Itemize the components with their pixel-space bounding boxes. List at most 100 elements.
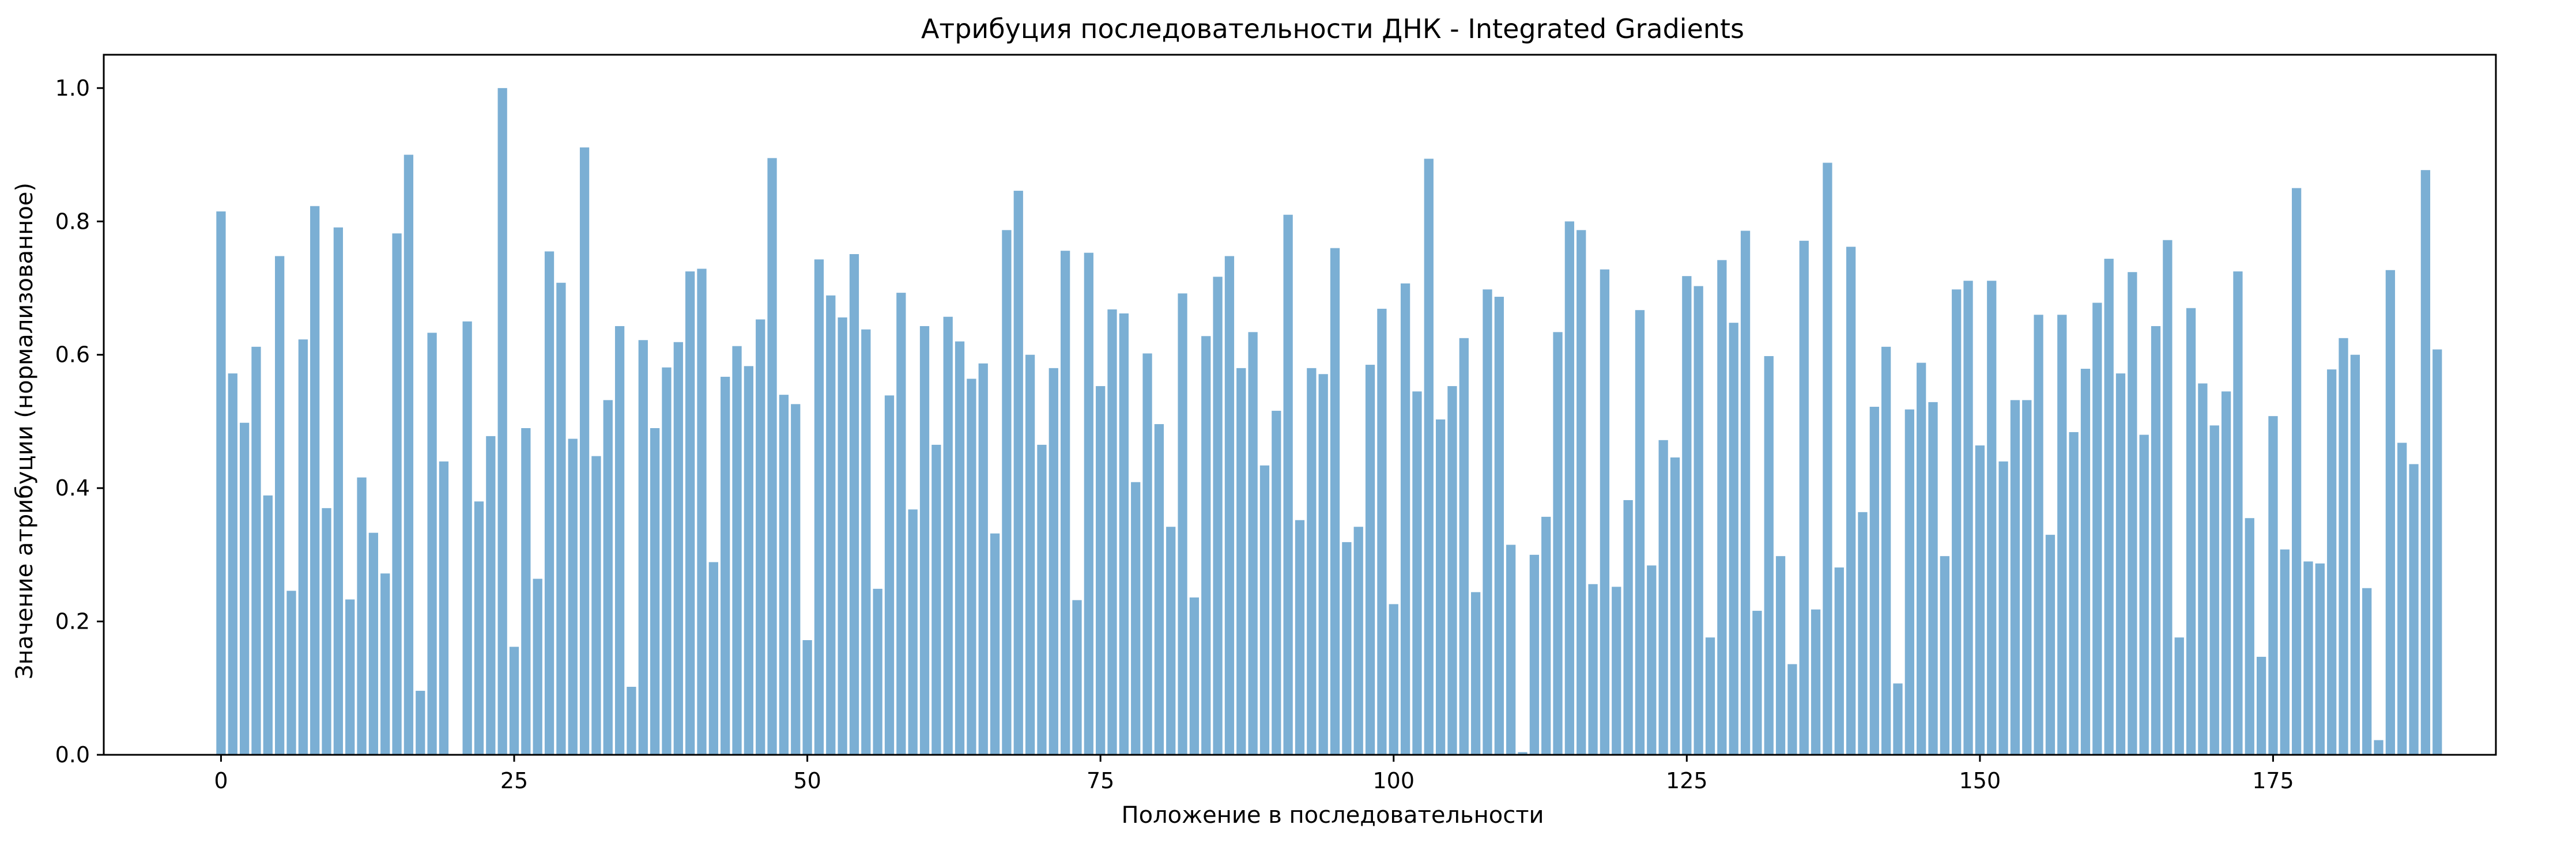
bar bbox=[544, 251, 555, 755]
bar bbox=[1612, 587, 1621, 755]
bar bbox=[884, 395, 895, 755]
bar bbox=[826, 295, 836, 755]
bar bbox=[1400, 283, 1410, 755]
bar bbox=[2292, 188, 2302, 755]
bar bbox=[1670, 457, 1680, 755]
bar bbox=[1717, 260, 1727, 755]
bar bbox=[1799, 240, 1809, 755]
bar bbox=[2350, 354, 2360, 755]
x-tick-label: 125 bbox=[1666, 768, 1708, 793]
bar bbox=[1330, 248, 1340, 755]
bar bbox=[333, 227, 343, 755]
bar bbox=[2139, 434, 2149, 755]
bar bbox=[744, 366, 754, 755]
bar bbox=[1189, 597, 1200, 755]
bar bbox=[638, 340, 648, 755]
bar bbox=[568, 438, 578, 755]
bar bbox=[263, 495, 273, 755]
bar bbox=[1740, 230, 1751, 755]
bar bbox=[591, 456, 601, 755]
bar bbox=[1142, 353, 1152, 755]
bar bbox=[2327, 369, 2337, 755]
bar bbox=[673, 342, 683, 755]
bar bbox=[1963, 281, 1973, 755]
bar bbox=[627, 686, 636, 755]
bar bbox=[2420, 170, 2431, 755]
bar bbox=[392, 233, 402, 755]
x-tick-label: 25 bbox=[500, 768, 528, 793]
bar bbox=[1435, 419, 1446, 755]
bar bbox=[310, 206, 320, 755]
bar bbox=[1998, 461, 2008, 755]
bar bbox=[1353, 527, 1363, 755]
bar bbox=[1529, 554, 1539, 755]
bar bbox=[1037, 444, 1047, 755]
bar bbox=[2092, 302, 2102, 755]
bar bbox=[2280, 549, 2290, 755]
bar bbox=[1588, 584, 1598, 755]
bar bbox=[1787, 664, 1797, 755]
bar bbox=[1705, 637, 1715, 755]
bar bbox=[1213, 277, 1223, 755]
bar bbox=[1811, 609, 1821, 755]
bar bbox=[239, 422, 250, 755]
bar bbox=[1823, 162, 1832, 755]
bar bbox=[251, 346, 261, 755]
bar bbox=[849, 254, 859, 755]
bar bbox=[1647, 565, 1657, 755]
bar bbox=[497, 88, 507, 755]
bar bbox=[1447, 386, 1457, 755]
bar bbox=[2151, 326, 2161, 755]
bar bbox=[1248, 332, 1258, 755]
bar bbox=[1917, 362, 1926, 755]
bar bbox=[509, 646, 519, 755]
x-axis-label: Положение в последовательности bbox=[1122, 802, 1544, 829]
bar bbox=[1459, 338, 1469, 755]
bar bbox=[1987, 281, 1997, 755]
bar bbox=[1061, 251, 1070, 755]
bar bbox=[2209, 425, 2219, 755]
bar bbox=[978, 363, 988, 755]
bar bbox=[1834, 567, 1844, 755]
bar bbox=[2128, 272, 2137, 755]
bar bbox=[533, 578, 542, 755]
bar bbox=[2057, 315, 2067, 755]
bar bbox=[1048, 368, 1058, 755]
bar bbox=[2034, 315, 2043, 755]
bar bbox=[1764, 356, 1774, 755]
bar bbox=[1424, 158, 1434, 755]
bar bbox=[967, 379, 976, 755]
bar bbox=[2245, 518, 2254, 755]
y-axis-label: Значение атрибуции (нормализованное) bbox=[12, 183, 38, 679]
bar bbox=[2115, 373, 2126, 755]
bar bbox=[1881, 346, 1891, 755]
bar bbox=[697, 269, 707, 755]
bar bbox=[756, 319, 765, 755]
y-tick-label: 0.8 bbox=[55, 209, 90, 234]
bar bbox=[1342, 542, 1352, 755]
bar bbox=[1518, 752, 1528, 755]
bar bbox=[1846, 247, 1856, 755]
bar bbox=[908, 509, 918, 755]
bar bbox=[873, 588, 882, 755]
bar bbox=[603, 400, 613, 755]
bar bbox=[2010, 400, 2020, 755]
bar bbox=[861, 329, 871, 755]
bar bbox=[1506, 544, 1516, 755]
bar bbox=[1166, 527, 1176, 755]
bar bbox=[2080, 369, 2091, 755]
bar bbox=[2045, 535, 2055, 755]
bar bbox=[1072, 600, 1082, 755]
bar bbox=[368, 532, 379, 755]
bar bbox=[2362, 588, 2372, 755]
bar bbox=[1928, 402, 1938, 755]
bar bbox=[767, 158, 777, 755]
bar bbox=[275, 256, 285, 755]
bars-group bbox=[216, 88, 2442, 755]
x-tick-label: 75 bbox=[1087, 768, 1114, 793]
y-tick-label: 1.0 bbox=[55, 75, 90, 101]
bar bbox=[2409, 464, 2419, 755]
bar bbox=[380, 573, 390, 755]
bar bbox=[1365, 365, 1375, 755]
